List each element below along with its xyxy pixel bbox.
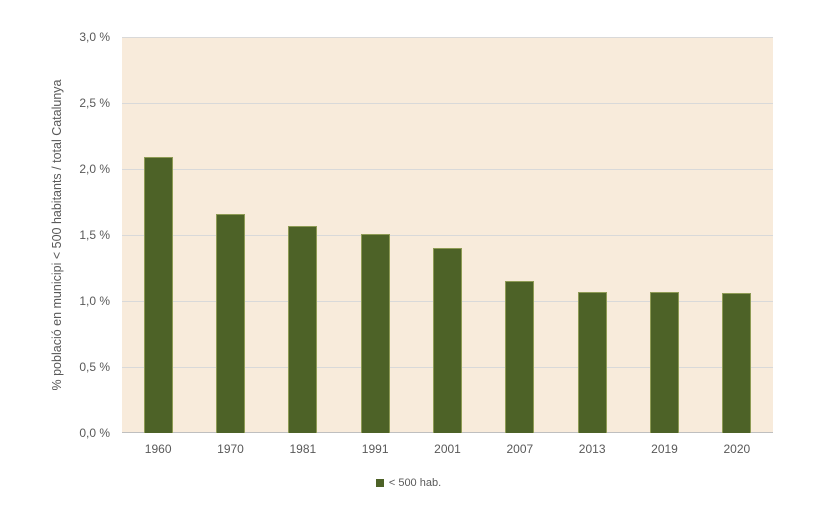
y-tick-label: 0,5 % [79,360,110,374]
y-tick-label: 1,5 % [79,228,110,242]
x-tick-label: 2020 [723,442,751,456]
plot-area [122,37,773,433]
gridline [122,169,773,170]
legend: < 500 hab. [0,477,817,489]
bar-1991 [360,233,390,433]
bar-2007 [505,281,535,433]
x-tick-label: 1981 [289,442,317,456]
y-tick-label: 2,0 % [79,162,110,176]
legend-label: < 500 hab. [388,477,442,489]
x-tick-label: 2001 [434,442,461,456]
y-tick-label: 1,0 % [79,294,110,308]
bar-1970 [216,213,245,433]
x-tick-label: 1970 [217,442,244,456]
x-tick-label: 2007 [506,442,534,456]
x-tick-label: 1991 [361,442,389,456]
bar-2019 [650,291,679,433]
legend-swatch-icon [375,479,384,487]
gridline [122,103,773,104]
x-tick-label: 1960 [144,442,172,456]
bar-2013 [577,291,607,433]
y-tick-label: 3,0 % [79,30,110,44]
gridline [122,235,773,236]
gridline [122,37,773,38]
bar-1981 [288,225,318,433]
y-tick-label: 0,0 % [79,426,110,440]
bar-1960 [143,157,173,433]
bar-2001 [433,248,462,433]
bar-2020 [722,293,752,433]
x-tick-label: 2019 [651,442,678,456]
x-tick-label: 2013 [578,442,606,456]
y-tick-label: 2,5 % [79,96,110,110]
